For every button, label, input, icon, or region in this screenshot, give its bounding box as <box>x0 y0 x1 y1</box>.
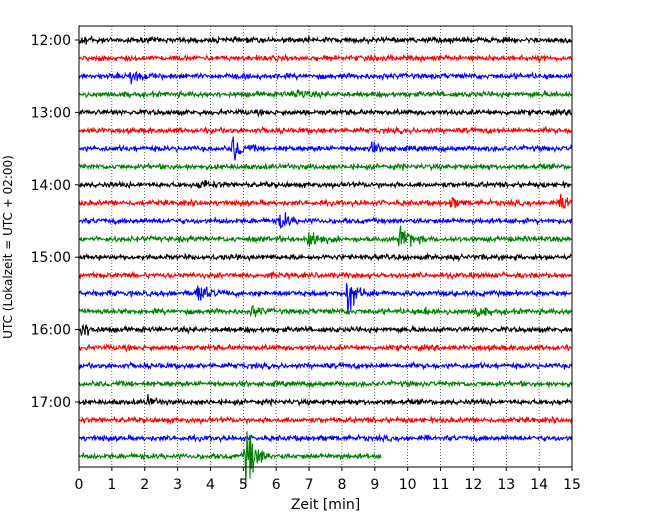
trace-row-16 <box>78 323 573 336</box>
trace-row-4 <box>78 107 573 118</box>
trace-row-13 <box>78 270 572 281</box>
y-axis-ticks: 12:00 13:00 14:00 15:00 16:00 17:00 <box>31 33 79 411</box>
trace-row-17 <box>78 342 572 354</box>
y-tick-label-4: 16:00 <box>31 323 71 339</box>
x-tick-label-0: 0 <box>75 477 84 493</box>
y-tick-label-1: 13:00 <box>31 105 71 121</box>
x-tick-label-7: 7 <box>305 477 314 493</box>
y-tick-label-3: 15:00 <box>31 250 71 266</box>
trace-row-7 <box>78 162 572 172</box>
x-axis-label: Zeit [min] <box>291 497 360 513</box>
x-tick-label-13: 13 <box>497 477 515 493</box>
trace-row-12 <box>78 252 572 263</box>
x-tick-label-2: 2 <box>140 477 149 493</box>
x-tick-label-6: 6 <box>272 477 281 493</box>
trace-row-1 <box>78 52 573 64</box>
trace-row-14 <box>78 283 572 313</box>
x-tick-label-11: 11 <box>432 477 450 493</box>
x-tick-label-15: 15 <box>563 477 581 493</box>
x-tick-label-12: 12 <box>464 477 482 493</box>
x-tick-label-8: 8 <box>337 477 346 493</box>
x-tick-label-3: 3 <box>173 477 182 493</box>
trace-row-2 <box>78 70 573 85</box>
trace-row-10 <box>78 212 573 229</box>
plot-frame <box>78 25 573 468</box>
x-tick-label-1: 1 <box>107 477 116 493</box>
trace-row-3 <box>78 89 573 100</box>
x-tick-label-4: 4 <box>206 477 215 493</box>
y-tick-label-5: 17:00 <box>31 395 71 411</box>
y-tick-label-2: 14:00 <box>31 178 71 194</box>
trace-row-6 <box>78 136 573 161</box>
x-axis-ticks: 0 1 2 3 4 5 6 7 8 9 10 11 12 13 14 15 <box>75 467 581 493</box>
trace-row-23 <box>78 431 382 487</box>
trace-row-18 <box>78 360 573 371</box>
trace-row-11 <box>78 225 573 247</box>
trace-row-0 <box>78 34 573 45</box>
x-tick-label-14: 14 <box>530 477 548 493</box>
x-tick-label-5: 5 <box>239 477 248 493</box>
trace-row-21 <box>78 415 573 426</box>
trace-row-19 <box>78 379 573 389</box>
x-tick-label-10: 10 <box>399 477 417 493</box>
y-tick-label-0: 12:00 <box>31 33 71 49</box>
trace-row-20 <box>78 393 572 408</box>
y-axis-label: UTC (Lokalzeit = UTC + 02:00) <box>1 155 15 339</box>
trace-row-8 <box>78 179 572 190</box>
trace-row-15 <box>78 305 573 318</box>
x-tick-label-9: 9 <box>370 477 379 493</box>
trace-row-5 <box>78 125 572 136</box>
trace-row-9 <box>78 193 573 210</box>
trace-row-22 <box>78 433 573 444</box>
trace-layer <box>78 34 573 487</box>
